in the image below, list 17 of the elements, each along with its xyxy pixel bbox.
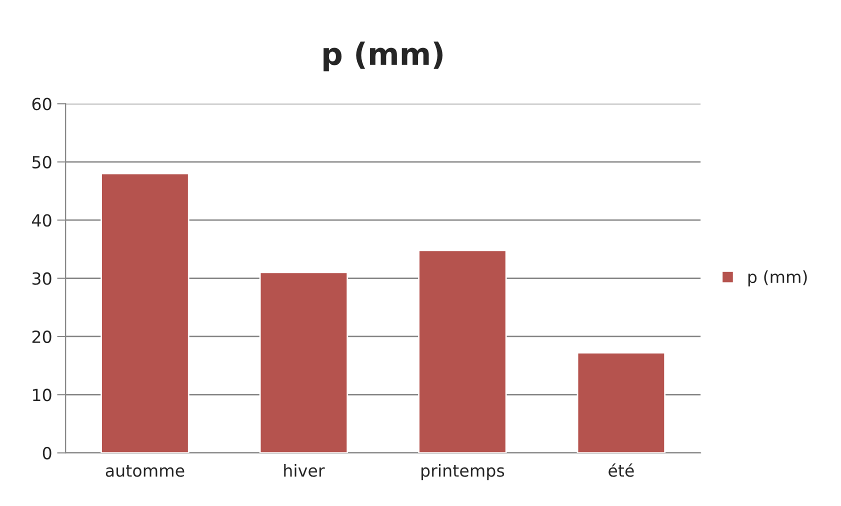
- legend-label: p (mm): [748, 270, 807, 286]
- y-tick-label: 0: [42, 446, 52, 460]
- x-tick-label: hiver: [284, 464, 325, 477]
- y-tick-label: 50: [32, 156, 52, 168]
- x-tick-label: printemps: [422, 464, 504, 480]
- x-tick-label: automme: [106, 464, 184, 477]
- y-tick-label: 10: [33, 388, 52, 402]
- x-tick-label: été: [608, 463, 634, 477]
- y-tick-label: 40: [32, 214, 52, 227]
- chart-title: p (mm): [324, 42, 443, 72]
- y-tick-label: 30: [32, 272, 52, 285]
- bar: [576, 352, 666, 453]
- bar: [100, 172, 190, 453]
- bar: [259, 272, 348, 453]
- bar: [418, 250, 507, 453]
- y-tick-label: 60: [32, 98, 52, 110]
- y-tick-label: 20: [32, 330, 52, 344]
